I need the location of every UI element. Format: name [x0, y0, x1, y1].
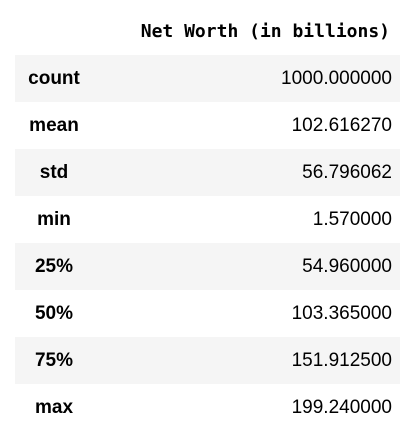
row-label: std: [39, 161, 69, 183]
table-row: 25% 54.960000: [15, 243, 400, 290]
table-row: 75% 151.912500: [15, 337, 400, 384]
table-row: max 199.240000: [15, 384, 400, 431]
row-value: 199.240000: [291, 396, 392, 418]
table-row: mean 102.616270: [15, 102, 400, 149]
row-label: count: [28, 67, 80, 89]
row-label: max: [34, 396, 74, 418]
table-row: std 56.796062: [15, 149, 400, 196]
row-value: 54.960000: [302, 255, 392, 277]
row-label: min: [37, 208, 71, 230]
row-value: 102.616270: [291, 114, 392, 136]
stats-table: count 1000.000000 mean 102.616270 std 56…: [15, 55, 400, 431]
row-value: 56.796062: [302, 161, 392, 183]
table-row: count 1000.000000: [15, 55, 400, 102]
row-value: 1.570000: [312, 208, 392, 230]
row-label: 50%: [34, 302, 74, 324]
row-label: 75%: [34, 349, 74, 371]
row-label: mean: [29, 114, 79, 136]
column-header: Net Worth (in billions): [140, 21, 390, 42]
table-row: min 1.570000: [15, 196, 400, 243]
row-value: 151.912500: [291, 349, 392, 371]
row-label: 25%: [34, 255, 74, 277]
table-row: 50% 103.365000: [15, 290, 400, 337]
row-value: 103.365000: [291, 302, 392, 324]
row-value: 1000.000000: [281, 67, 392, 89]
